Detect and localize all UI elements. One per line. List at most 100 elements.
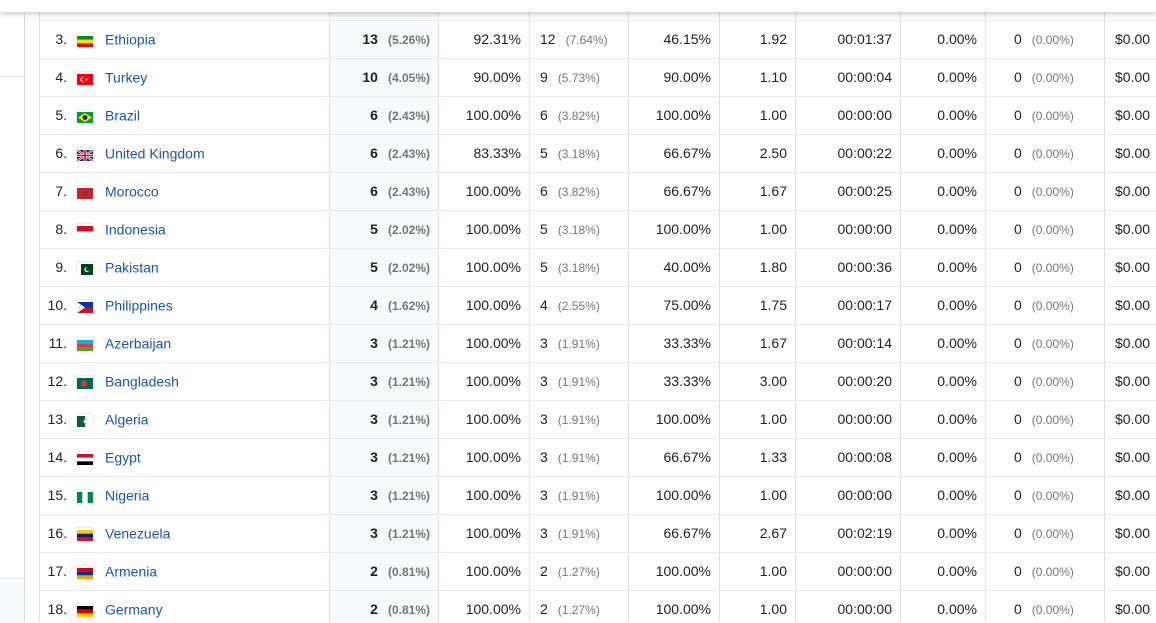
sessions-value: 3 <box>370 411 378 427</box>
country-link[interactable]: Morocco <box>105 184 159 200</box>
sessions-value: 10 <box>362 69 378 85</box>
country-link[interactable]: Ethiopia <box>105 32 156 48</box>
sessions-cell: 10(4.05%) <box>330 58 439 96</box>
new-users-value: 3 <box>540 487 548 503</box>
goal-completions-cell: 0(0.00%) <box>986 438 1105 476</box>
new-sessions-cell: 100.00% <box>439 400 530 438</box>
country-cell: Ethiopia <box>67 20 330 58</box>
sessions-cell: 6(2.43%) <box>330 134 439 172</box>
country-cell: Nigeria <box>67 476 330 514</box>
new-users-percent: (7.64%) <box>566 33 608 47</box>
new-users-value: 3 <box>540 411 548 427</box>
country-link[interactable]: Philippines <box>105 298 173 314</box>
goal-value: $0.00 <box>1115 31 1150 47</box>
avg-session-duration-cell: 00:00:00 <box>796 400 901 438</box>
new-users-percent: (1.91%) <box>558 375 600 389</box>
sessions-cell: 5(2.02%) <box>330 248 439 286</box>
country-link[interactable]: Algeria <box>105 412 149 428</box>
goal-value-cell: $0.00(0.00%) <box>1105 134 1156 172</box>
country-cell: Morocco <box>67 172 330 210</box>
flag-icon <box>77 110 93 121</box>
pages-per-session-cell: 1.92 <box>720 20 796 58</box>
goal-value: $0.00 <box>1115 69 1150 85</box>
new-users-value: 9 <box>540 69 548 85</box>
country-link[interactable]: Brazil <box>105 108 140 124</box>
goal-completions-value: 0 <box>1014 411 1022 427</box>
country-link[interactable]: United Kingdom <box>105 146 205 162</box>
sessions-percent: (5.26%) <box>388 33 430 47</box>
new-users-value: 3 <box>540 449 548 465</box>
country-link[interactable]: Venezuela <box>105 526 170 542</box>
goal-value: $0.00 <box>1115 335 1150 351</box>
new-users-value: 2 <box>540 563 548 579</box>
row-rank: 11. <box>40 324 67 362</box>
goal-completions-value: 0 <box>1014 563 1022 579</box>
goal-value: $0.00 <box>1115 525 1150 541</box>
sessions-value: 2 <box>370 601 378 617</box>
flag-icon <box>77 414 93 425</box>
new-users-percent: (3.82%) <box>558 185 600 199</box>
country-link[interactable]: Turkey <box>105 70 147 86</box>
new-users-cell: 3(1.91%) <box>530 476 629 514</box>
goal-completions-value: 0 <box>1014 373 1022 389</box>
goal-completions-percent: (0.00%) <box>1032 603 1074 617</box>
pages-per-session-cell: 1.00 <box>720 400 796 438</box>
conversion-rate-cell: 0.00% <box>901 362 986 400</box>
new-users-percent: (3.18%) <box>558 223 600 237</box>
left-panel-footer <box>0 578 24 623</box>
bounce-rate-cell: 100.00% <box>629 96 720 134</box>
goal-value-cell: $0.00(0.00%) <box>1105 172 1156 210</box>
country-link[interactable]: Egypt <box>105 450 141 466</box>
flag-icon <box>77 566 93 577</box>
bounce-rate-cell: 66.67% <box>629 514 720 552</box>
goal-value-cell: $0.00(0.00%) <box>1105 286 1156 324</box>
country-link[interactable]: Pakistan <box>105 260 159 276</box>
row-rank: 12. <box>40 362 67 400</box>
goal-completions-percent: (0.00%) <box>1032 185 1074 199</box>
goal-value-cell: $0.00(0.00%) <box>1105 210 1156 248</box>
goal-completions-percent: (0.00%) <box>1032 71 1074 85</box>
country-link[interactable]: Bangladesh <box>105 374 179 390</box>
flag-icon <box>77 338 93 349</box>
goal-value-cell: $0.00(0.00%) <box>1105 514 1156 552</box>
avg-session-duration-cell: 00:00:08 <box>796 438 901 476</box>
sessions-value: 2 <box>370 563 378 579</box>
pages-per-session-cell: 2.50 <box>720 134 796 172</box>
country-link[interactable]: Germany <box>105 602 163 618</box>
left-panel-divider <box>0 76 24 77</box>
new-sessions-cell: 92.31% <box>439 20 530 58</box>
goal-value: $0.00 <box>1115 601 1150 617</box>
new-users-percent: (5.73%) <box>558 71 600 85</box>
goal-completions-cell: 0(0.00%) <box>986 172 1105 210</box>
country-link[interactable]: Indonesia <box>105 222 166 238</box>
goal-completions-percent: (0.00%) <box>1032 109 1074 123</box>
new-sessions-cell: 100.00% <box>439 362 530 400</box>
country-link[interactable]: Azerbaijan <box>105 336 171 352</box>
avg-session-duration-cell: 00:00:04 <box>796 58 901 96</box>
country-link[interactable]: Armenia <box>105 564 157 580</box>
country-cell: Armenia <box>67 552 330 590</box>
new-users-percent: (3.18%) <box>558 261 600 275</box>
flag-icon <box>77 224 93 235</box>
sessions-cell: 5(2.02%) <box>330 210 439 248</box>
goal-value: $0.00 <box>1115 259 1150 275</box>
country-cell: Venezuela <box>67 514 330 552</box>
row-rank: 8. <box>40 210 67 248</box>
pages-per-session-cell: 3.00 <box>720 362 796 400</box>
pages-per-session-cell: 1.33 <box>720 438 796 476</box>
flag-icon <box>77 186 93 197</box>
goal-value: $0.00 <box>1115 449 1150 465</box>
bounce-rate-cell: 100.00% <box>629 400 720 438</box>
conversion-rate-cell: 0.00% <box>901 210 986 248</box>
sessions-percent: (1.21%) <box>388 527 430 541</box>
country-link[interactable]: Nigeria <box>105 488 149 504</box>
sessions-percent: (1.21%) <box>388 451 430 465</box>
new-users-value: 4 <box>540 297 548 313</box>
sessions-cell: 6(2.43%) <box>330 96 439 134</box>
sessions-percent: (1.21%) <box>388 375 430 389</box>
new-sessions-cell: 100.00% <box>439 286 530 324</box>
flag-icon <box>77 34 93 45</box>
